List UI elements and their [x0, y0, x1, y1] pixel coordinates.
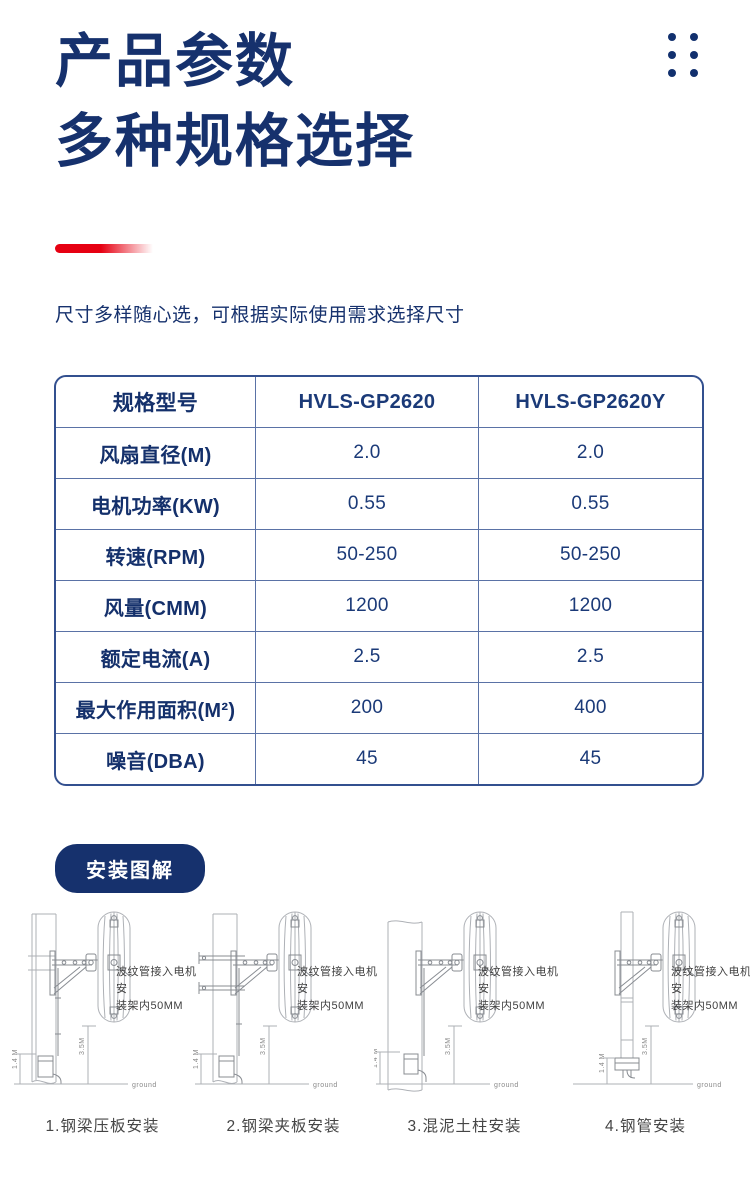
spec-cell: 50-250	[479, 530, 702, 581]
spec-table: 规格型号 HVLS-GP2620 HVLS-GP2620Y 风扇直径(M) 2.…	[54, 375, 704, 786]
install-diagrams-row: 3.5M 1.4 M ground 波纹管接入电机安 装架内50MM 1.钢梁压…	[12, 906, 750, 1156]
spec-cell: 2.0	[256, 428, 479, 479]
spec-cell: 1200	[479, 581, 702, 632]
install-diagram-2: 3.5M 1.4 M ground 波纹管接入电机安 装架内50MM 2.钢梁夹…	[193, 906, 377, 1156]
spec-header-col2: HVLS-GP2620Y	[479, 377, 702, 428]
diagram-caption: 3.混泥土柱安装	[407, 1118, 522, 1135]
spec-cell: 2.5	[479, 632, 702, 683]
spec-cell: 400	[479, 683, 702, 734]
subtitle: 尺寸多样随心选，可根据实际使用需求选择尺寸	[55, 305, 465, 326]
spec-cell: 1200	[256, 581, 479, 632]
pipe-lines	[620, 911, 634, 1058]
page-title-line1: 产品参数	[55, 29, 296, 94]
beam-clamp-mount-drawing: 3.5M 1.4 M ground	[193, 911, 338, 1089]
ground-label: ground	[132, 1082, 157, 1089]
dimension-lines	[376, 1025, 490, 1085]
spec-header-model: 规格型号	[56, 377, 256, 428]
flange-and-box	[614, 1057, 640, 1079]
conduit-and-box	[37, 968, 62, 1084]
conduit-and-box	[218, 968, 243, 1084]
low-dim-label: 1.4 M	[12, 1049, 19, 1069]
height-dim-label: 3.5M	[79, 1037, 86, 1055]
spec-row-label: 电机功率(KW)	[56, 479, 256, 530]
diagram-annotation: 波纹管接入电机安 装架内50MM	[297, 966, 378, 1012]
page-title-line2: 多种规格选择	[55, 109, 416, 174]
spec-header-col1: HVLS-GP2620	[256, 377, 479, 428]
ground-label: ground	[313, 1082, 338, 1089]
clamp-plates	[198, 952, 245, 994]
height-dim-label: 3.5M	[445, 1037, 452, 1055]
low-dim-label: 1.4 M	[599, 1053, 606, 1073]
beam-pressure-mount-drawing: 3.5M 1.4 M ground	[12, 911, 157, 1089]
spec-cell: 0.55	[479, 479, 702, 530]
install-diagram-1: 3.5M 1.4 M ground 波纹管接入电机安 装架内50MM 1.钢梁压…	[12, 906, 196, 1156]
diagram-annotation: 波纹管接入电机安 装架内50MM	[116, 966, 197, 1012]
spec-row-label: 噪音(DBA)	[56, 734, 256, 784]
six-dots-icon	[668, 33, 698, 77]
diagram-caption: 1.钢梁压板安装	[45, 1118, 160, 1135]
spec-cell: 50-250	[256, 530, 479, 581]
accent-bar	[55, 244, 157, 253]
column-lines	[212, 913, 238, 1084]
spec-cell: 200	[256, 683, 479, 734]
low-dim-label: 1.4 M	[374, 1048, 379, 1068]
spec-row-label: 转速(RPM)	[56, 530, 256, 581]
spec-cell: 2.5	[256, 632, 479, 683]
concrete-column-mount-drawing: 3.5M 1.4 M ground	[374, 911, 519, 1092]
spec-row-label: 额定电流(A)	[56, 632, 256, 683]
spec-row-label: 风量(CMM)	[56, 581, 256, 632]
ground-label: ground	[494, 1082, 519, 1089]
spec-row-label: 最大作用面积(M²)	[56, 683, 256, 734]
ground-label: ground	[697, 1082, 722, 1089]
spec-row-label: 风扇直径(M)	[56, 428, 256, 479]
height-dim-label: 3.5M	[642, 1037, 649, 1055]
spec-cell: 45	[256, 734, 479, 784]
spec-cell: 45	[579, 748, 602, 769]
height-dim-label: 3.5M	[260, 1037, 267, 1055]
low-dim-label: 1.4 M	[193, 1049, 200, 1069]
spec-cell: 0.55	[256, 479, 479, 530]
diagram-annotation: 波纹管接入电机安 装架内50MM	[478, 966, 559, 1012]
conduit-and-box	[403, 968, 427, 1082]
page-title: 产品参数 多种规格选择	[55, 22, 415, 182]
diagram-caption: 4.钢管安装	[605, 1118, 686, 1135]
dimension-lines	[195, 1025, 309, 1085]
column-lines	[387, 920, 423, 1092]
install-diagram-4: 3.5M 1.4 M ground 波纹管接入电机安 装架内50MM 4.钢管安…	[555, 906, 750, 1156]
diagram-annotation: 波纹管接入电机安 装架内50MM	[671, 966, 750, 1012]
diagram-caption: 2.钢梁夹板安装	[226, 1118, 341, 1135]
install-guide-badge: 安装图解	[55, 844, 205, 893]
steel-pipe-mount-drawing: 3.5M 1.4 M ground	[573, 911, 722, 1089]
dimension-lines	[14, 1025, 128, 1085]
spec-cell: 2.0	[479, 428, 702, 479]
column-lines	[28, 913, 57, 1084]
dimension-lines	[573, 1025, 693, 1085]
install-diagram-3: 3.5M 1.4 M ground 波纹管接入电机安 装架内50MM 3.混泥土…	[374, 906, 558, 1156]
